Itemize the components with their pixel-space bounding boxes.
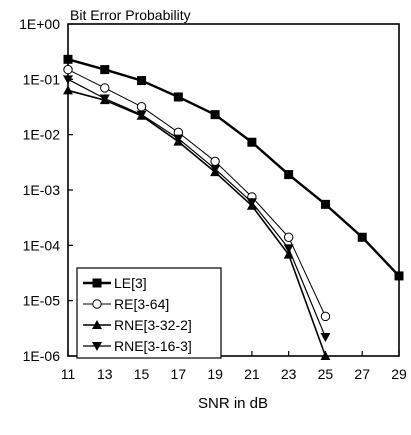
legend-marker [92,342,102,351]
y-tick-label: 1E-02 [23,127,61,143]
data-point [283,232,294,242]
y-tick-label: 1E-05 [23,293,61,309]
data-point [63,85,73,95]
data-point [247,137,257,147]
data-point [173,134,184,144]
x-tick-label: 15 [134,366,150,382]
x-tick-label: 25 [318,366,334,382]
x-tick-label: 27 [354,366,370,382]
y-tick-label: 1E-03 [23,182,61,198]
data-point [137,76,147,86]
legend-marker [92,299,102,309]
series-line [67,58,400,277]
legend-item: RE[3-64] [83,296,169,312]
data-point [136,102,147,112]
data-point [136,110,147,120]
legend-label: LE[3] [114,275,147,291]
y-tick-label: 1E+00 [19,16,60,32]
x-tick-label: 13 [97,366,113,382]
x-tick-label: 19 [207,366,223,382]
data-point [283,244,294,254]
data-point [357,232,367,242]
series-1 [63,64,331,322]
data-point [320,311,331,322]
series-line [67,89,327,357]
data-point [63,54,73,64]
x-tick-label: 21 [244,366,260,382]
data-point [100,65,110,75]
legend-label: RNE[3-16-3] [114,338,192,354]
data-point [320,199,330,209]
data-point [320,333,331,343]
data-point [173,92,183,102]
data-point [210,156,220,167]
data-point [284,170,294,180]
series-line [67,78,326,338]
legend-marker [92,278,102,288]
data-point [100,83,110,93]
legend-item: RNE[3-16-3] [83,338,192,354]
y-tick-label: 1E-04 [23,237,61,253]
data-point [283,249,294,259]
data-point [394,271,404,281]
legend-label: RE[3-64] [114,296,169,312]
series-0 [63,54,404,281]
legend-item: RNE[3-32-2] [83,317,192,333]
legend-item: LE[3] [83,275,147,291]
x-tick-label: 23 [281,366,297,382]
x-tick-label: 29 [391,366,407,382]
legend-label: RNE[3-32-2] [114,317,192,333]
x-tick-label: 17 [171,366,187,382]
series-line [67,69,326,317]
data-point [63,75,73,85]
y-tick-label: 1E-06 [23,348,61,364]
x-axis-label: SNR in dB [198,395,268,412]
data-point [246,198,257,208]
data-point [63,64,73,75]
series-3 [63,75,331,343]
legend-marker [92,320,102,329]
data-point [99,94,110,104]
data-point [210,110,220,120]
data-point [320,351,331,360]
data-point [210,164,221,174]
y-tick-label: 1E-01 [23,71,61,87]
x-tick-label: 11 [61,366,76,382]
chart-title: Bit Error Probability [70,7,191,23]
